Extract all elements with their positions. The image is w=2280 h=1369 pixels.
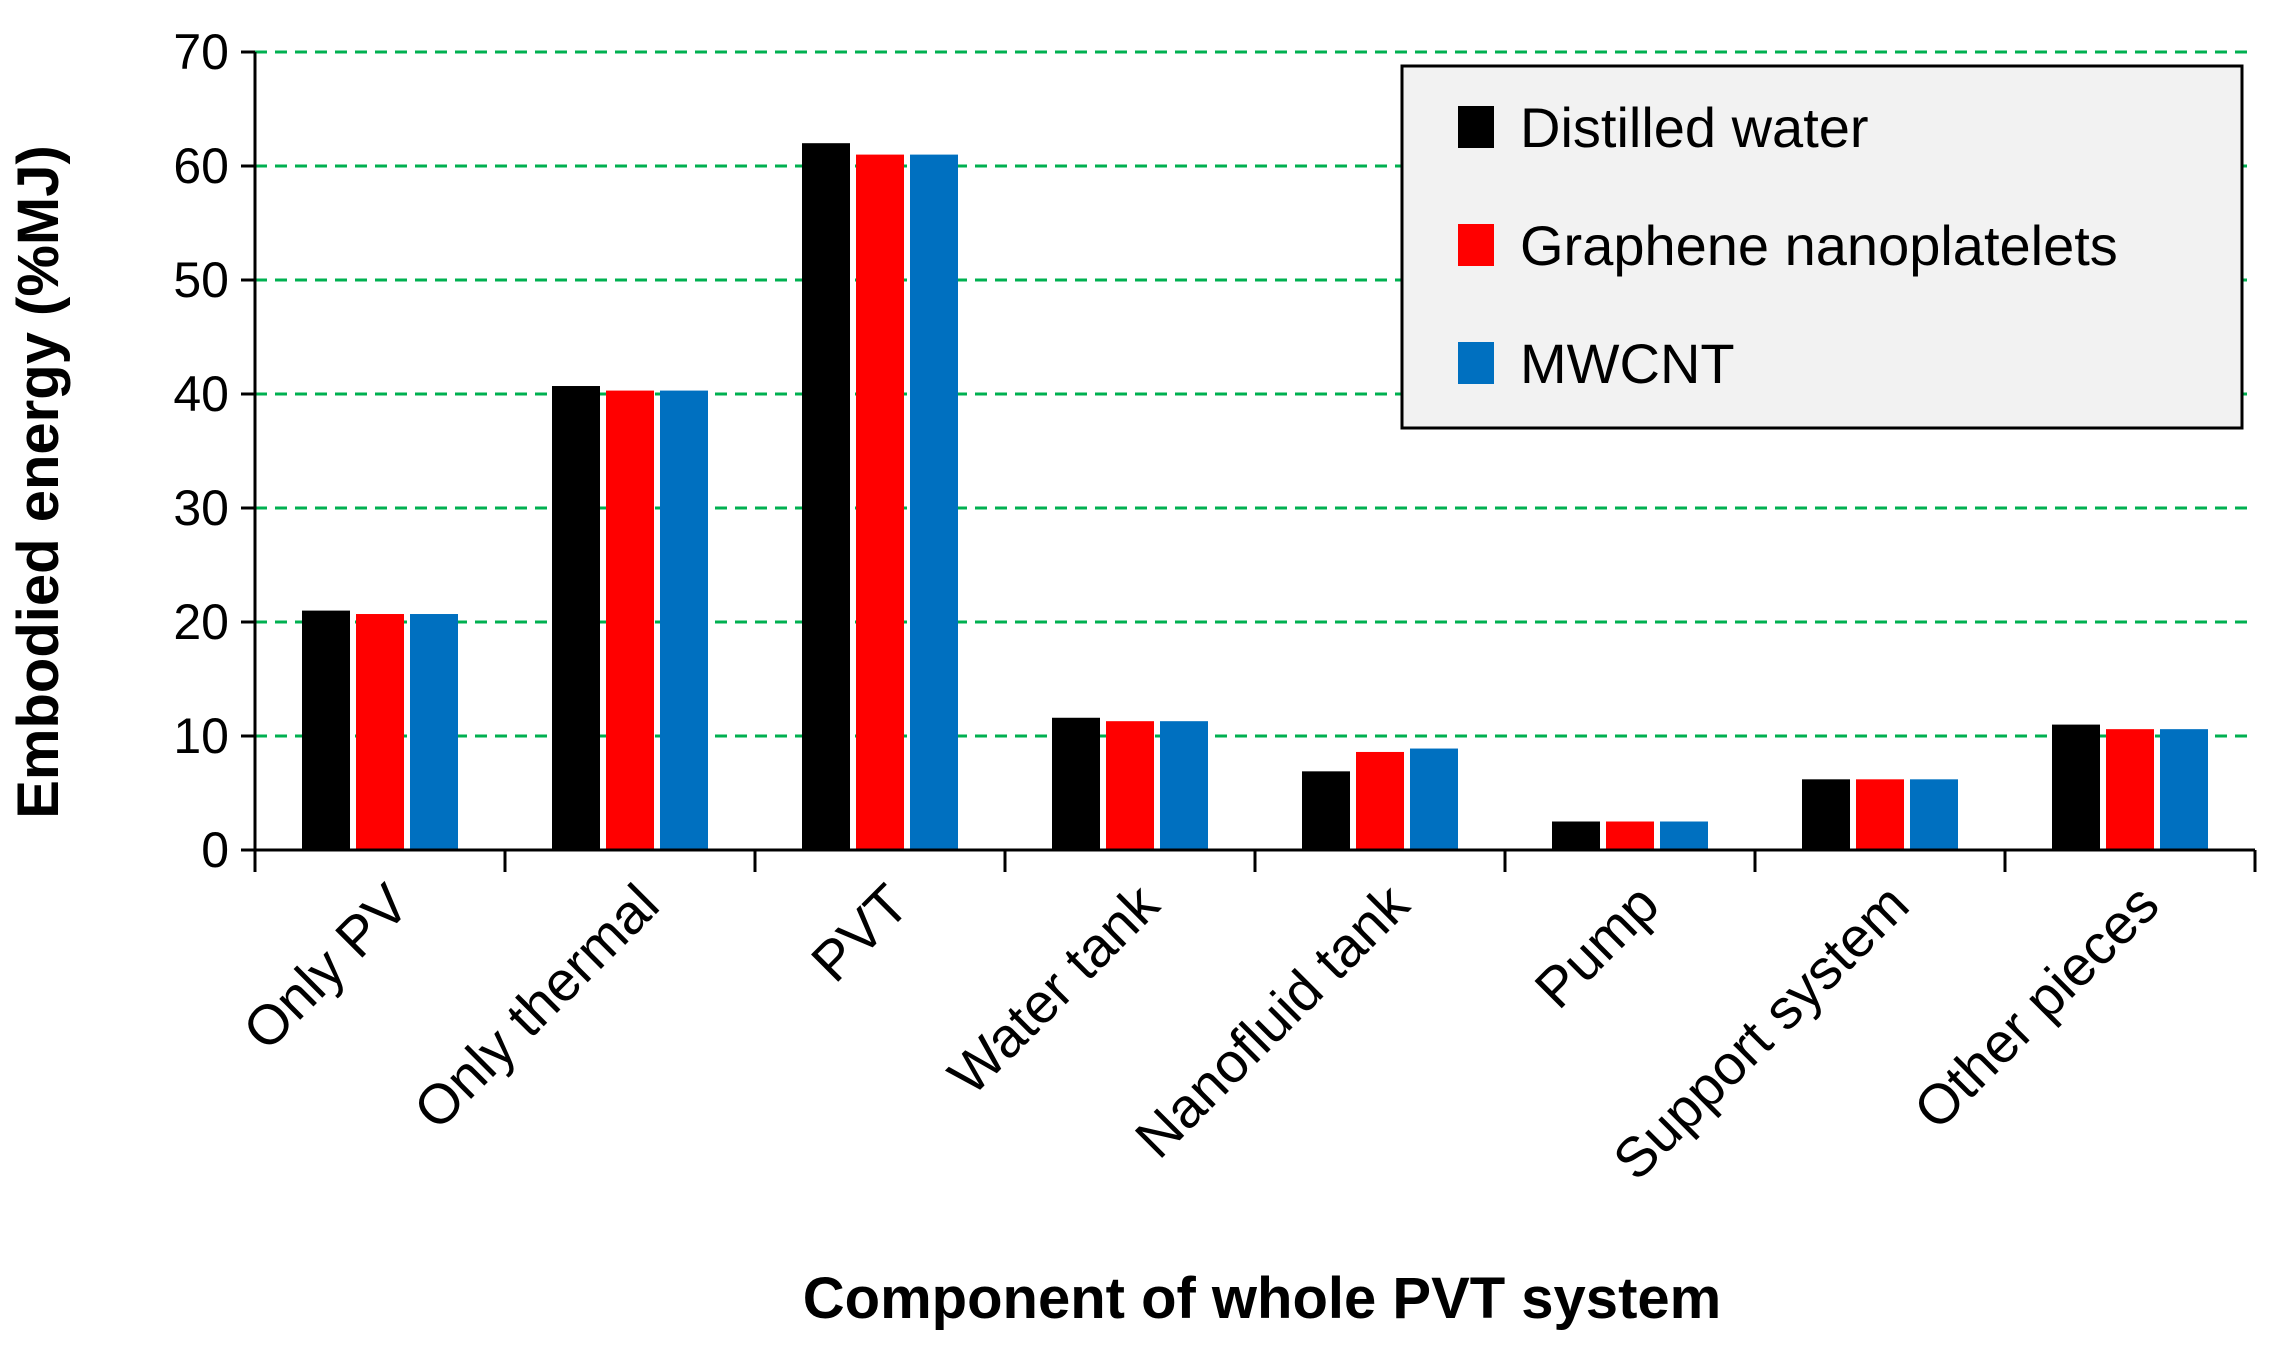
legend-label-distilled-water: Distilled water xyxy=(1520,96,1869,159)
y-tick-label: 40 xyxy=(173,366,229,422)
legend-label-mwcnt: MWCNT xyxy=(1520,332,1735,395)
bar-distilled-water-nanofluid-tank xyxy=(1302,771,1350,850)
bar-graphene-nanoplatelets-other-pieces xyxy=(2106,729,2154,850)
bar-mwcnt-only-thermal xyxy=(660,390,708,850)
y-axis-title: Embodied energy (%MJ) xyxy=(6,145,71,819)
bar-distilled-water-pump xyxy=(1552,821,1600,850)
bar-distilled-water-only-pv xyxy=(302,610,350,850)
x-category-label-other-pieces: Other pieces xyxy=(1901,872,2170,1141)
bar-graphene-nanoplatelets-pvt xyxy=(856,154,904,851)
bar-mwcnt-nanofluid-tank xyxy=(1410,748,1458,850)
y-tick-label: 0 xyxy=(201,822,229,878)
bar-graphene-nanoplatelets-support-system xyxy=(1856,779,1904,850)
legend-swatch-graphene-nanoplatelets xyxy=(1458,224,1494,266)
x-category-label-only-pv: Only PV xyxy=(231,871,421,1061)
y-tick-label: 20 xyxy=(173,594,229,650)
bar-mwcnt-only-pv xyxy=(410,614,458,850)
y-tick-label: 60 xyxy=(173,138,229,194)
y-tick-labels: 0 10 20 30 40 50 60 70 xyxy=(173,24,229,878)
bar-distilled-water-pvt xyxy=(802,143,850,850)
bar-mwcnt-pvt xyxy=(910,154,958,851)
bar-mwcnt-pump xyxy=(1660,821,1708,850)
x-category-label-water-tank: Water tank xyxy=(936,871,1171,1106)
legend-swatch-mwcnt xyxy=(1458,342,1494,384)
legend: Distilled water Graphene nanoplatelets M… xyxy=(1400,64,2244,430)
bar-graphene-nanoplatelets-water-tank xyxy=(1106,721,1154,850)
legend-item-distilled-water: Distilled water xyxy=(1458,96,1869,159)
y-tick-label: 50 xyxy=(173,252,229,308)
x-axis-title: Component of whole PVT system xyxy=(803,1266,1721,1331)
legend-item-mwcnt: MWCNT xyxy=(1458,332,1735,395)
y-tick-label: 30 xyxy=(173,480,229,536)
bar-distilled-water-only-thermal xyxy=(552,386,600,850)
bar-graphene-nanoplatelets-only-pv xyxy=(356,614,404,850)
bar-mwcnt-support-system xyxy=(1910,779,1958,850)
bar-mwcnt-water-tank xyxy=(1160,721,1208,850)
legend-box xyxy=(1400,64,2244,430)
bar-distilled-water-other-pieces xyxy=(2052,724,2100,850)
x-category-label-pvt: PVT xyxy=(799,872,921,994)
legend-label-graphene-nanoplatelets: Graphene nanoplatelets xyxy=(1520,214,2118,277)
legend-swatch-distilled-water xyxy=(1458,106,1494,148)
bar-graphene-nanoplatelets-nanofluid-tank xyxy=(1356,751,1404,850)
x-category-label-only-thermal: Only thermal xyxy=(401,872,670,1141)
bar-distilled-water-water-tank xyxy=(1052,717,1100,850)
bar-graphene-nanoplatelets-only-thermal xyxy=(606,390,654,850)
bar-distilled-water-support-system xyxy=(1802,779,1850,850)
y-tick-label: 10 xyxy=(173,708,229,764)
bar-graphene-nanoplatelets-pump xyxy=(1606,821,1654,850)
legend-item-graphene-nanoplatelets: Graphene nanoplatelets xyxy=(1458,214,2118,277)
bar-mwcnt-other-pieces xyxy=(2160,729,2208,850)
x-category-label-pump: Pump xyxy=(1522,872,1670,1020)
axes xyxy=(241,50,2257,872)
bars xyxy=(302,143,2208,851)
y-tick-label: 70 xyxy=(173,24,229,80)
